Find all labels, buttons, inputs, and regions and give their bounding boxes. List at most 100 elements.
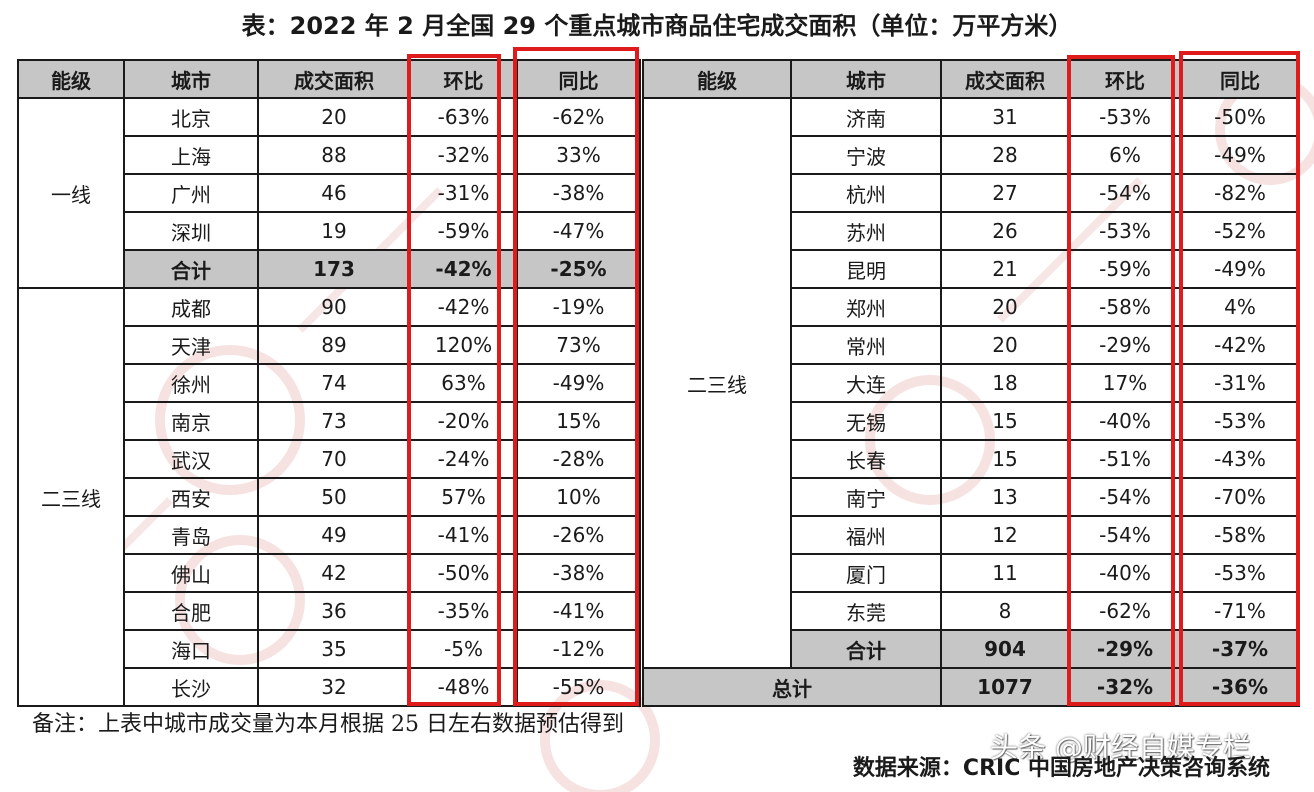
city-cell: 福州 bbox=[790, 515, 942, 555]
table-row: 武汉 70 -24% -28% bbox=[18, 439, 641, 479]
table-row: 深圳 19 -59% -47% bbox=[18, 211, 641, 251]
subtotal-label: 合计 bbox=[790, 629, 942, 669]
mom-cell: -24% bbox=[409, 439, 518, 479]
yoy-cell: -49% bbox=[1180, 135, 1300, 175]
tier-label-tier23: 二三线 bbox=[17, 287, 125, 707]
city-cell: 长沙 bbox=[123, 667, 259, 707]
header-area: 成交面积 bbox=[940, 59, 1070, 99]
mom-cell: -31% bbox=[409, 173, 518, 213]
city-cell: 成都 bbox=[123, 287, 259, 327]
city-cell: 西安 bbox=[123, 477, 259, 517]
subtotal-row-tier23: 合计 904 -29% -37% bbox=[643, 629, 1300, 669]
table-row: 西安 50 57% 10% bbox=[18, 477, 641, 517]
city-cell: 广州 bbox=[123, 173, 259, 213]
mom-cell: 17% bbox=[1068, 363, 1182, 403]
city-cell: 武汉 bbox=[123, 439, 259, 479]
yoy-cell: -62% bbox=[516, 97, 641, 137]
tier-label-tier1: 一线 bbox=[17, 97, 125, 289]
table-row: 苏州 26 -53% -52% bbox=[643, 211, 1300, 251]
left-header-row: 能级 城市 成交面积 环比 同比 bbox=[17, 59, 641, 99]
table-row: 宁波 28 6% -49% bbox=[643, 135, 1300, 175]
subtotal-yoy: -37% bbox=[1180, 629, 1300, 669]
yoy-cell: -70% bbox=[1180, 477, 1300, 517]
city-cell: 苏州 bbox=[790, 211, 942, 251]
yoy-cell: -41% bbox=[516, 591, 641, 631]
mom-cell: -54% bbox=[1068, 515, 1182, 555]
yoy-cell: -53% bbox=[1180, 401, 1300, 441]
subtotal-mom: -42% bbox=[409, 249, 518, 289]
yoy-cell: -31% bbox=[1180, 363, 1300, 403]
mom-cell: -32% bbox=[409, 135, 518, 175]
table-row: 南宁 13 -54% -70% bbox=[643, 477, 1300, 517]
header-yoy: 同比 bbox=[516, 59, 641, 99]
subtotal-yoy: -25% bbox=[516, 249, 641, 289]
area-cell: 35 bbox=[257, 629, 411, 669]
city-cell: 杭州 bbox=[790, 173, 942, 213]
mom-cell: -42% bbox=[409, 287, 518, 327]
grand-total-area: 1077 bbox=[940, 667, 1070, 707]
yoy-cell: -26% bbox=[516, 515, 641, 555]
footnote: 备注：上表中城市成交量为本月根据 25 日左右数据预估得到 bbox=[32, 712, 624, 737]
yoy-cell: -53% bbox=[1180, 553, 1300, 593]
mom-cell: -40% bbox=[1068, 553, 1182, 593]
mom-cell: -53% bbox=[1068, 211, 1182, 251]
subtotal-label: 合计 bbox=[123, 249, 259, 289]
area-cell: 89 bbox=[257, 325, 411, 365]
area-cell: 19 bbox=[257, 211, 411, 251]
grand-total-yoy: -36% bbox=[1180, 667, 1300, 707]
city-cell: 宁波 bbox=[790, 135, 942, 175]
area-cell: 74 bbox=[257, 363, 411, 403]
table-row: 天津 89 120% 73% bbox=[18, 325, 641, 365]
table-row: 二三线 成都 90 -42% -19% bbox=[17, 287, 641, 707]
mom-cell: 63% bbox=[409, 363, 518, 403]
mom-cell: -20% bbox=[409, 401, 518, 441]
area-cell: 21 bbox=[940, 249, 1070, 289]
area-cell: 15 bbox=[940, 439, 1070, 479]
mom-cell: -35% bbox=[409, 591, 518, 631]
grand-total-mom: -32% bbox=[1068, 667, 1182, 707]
city-cell: 无锡 bbox=[790, 401, 942, 441]
area-cell: 32 bbox=[257, 667, 411, 707]
city-cell: 合肥 bbox=[123, 591, 259, 631]
header-mom: 环比 bbox=[1068, 59, 1182, 99]
area-cell: 27 bbox=[940, 173, 1070, 213]
right-table: 能级 城市 成交面积 环比 同比 二三线 济南 31 -53% -50% 宁波 … bbox=[642, 59, 1300, 707]
subtotal-row-tier1: 合计 173 -42% -25% bbox=[18, 249, 641, 289]
yoy-cell: -52% bbox=[1180, 211, 1300, 251]
yoy-cell: -47% bbox=[516, 211, 641, 251]
city-cell: 济南 bbox=[790, 97, 942, 137]
city-cell: 长春 bbox=[790, 439, 942, 479]
mom-cell: -48% bbox=[409, 667, 518, 707]
area-cell: 11 bbox=[940, 553, 1070, 593]
city-cell: 海口 bbox=[123, 629, 259, 669]
area-cell: 46 bbox=[257, 173, 411, 213]
table-row: 广州 46 -31% -38% bbox=[18, 173, 641, 213]
mom-cell: -62% bbox=[1068, 591, 1182, 631]
mom-cell: 57% bbox=[409, 477, 518, 517]
table-title: 表：2022 年 2 月全国 29 个重点城市商品住宅成交面积（单位：万平方米） bbox=[241, 12, 1073, 40]
mom-cell: -50% bbox=[409, 553, 518, 593]
mom-cell: -51% bbox=[1068, 439, 1182, 479]
mom-cell: -54% bbox=[1068, 477, 1182, 517]
yoy-cell: -82% bbox=[1180, 173, 1300, 213]
header-area: 成交面积 bbox=[257, 59, 411, 99]
mom-cell: -58% bbox=[1068, 287, 1182, 327]
yoy-cell: -42% bbox=[1180, 325, 1300, 365]
header-tier: 能级 bbox=[17, 59, 125, 99]
city-cell: 东莞 bbox=[790, 591, 942, 631]
table-row: 东莞 8 -62% -71% bbox=[643, 591, 1300, 631]
header-city: 城市 bbox=[790, 59, 942, 99]
right-header-row: 能级 城市 成交面积 环比 同比 bbox=[642, 59, 1300, 99]
yoy-cell: -55% bbox=[516, 667, 641, 707]
area-cell: 90 bbox=[257, 287, 411, 327]
table-row: 二三线 济南 31 -53% -50% bbox=[642, 97, 1300, 669]
yoy-cell: 10% bbox=[516, 477, 641, 517]
table-row: 厦门 11 -40% -53% bbox=[643, 553, 1300, 593]
table-row: 上海 88 -32% 33% bbox=[18, 135, 641, 175]
area-cell: 31 bbox=[940, 97, 1070, 137]
subtotal-area: 173 bbox=[257, 249, 411, 289]
city-cell: 大连 bbox=[790, 363, 942, 403]
area-cell: 50 bbox=[257, 477, 411, 517]
table-row: 青岛 49 -41% -26% bbox=[18, 515, 641, 555]
city-cell: 徐州 bbox=[123, 363, 259, 403]
